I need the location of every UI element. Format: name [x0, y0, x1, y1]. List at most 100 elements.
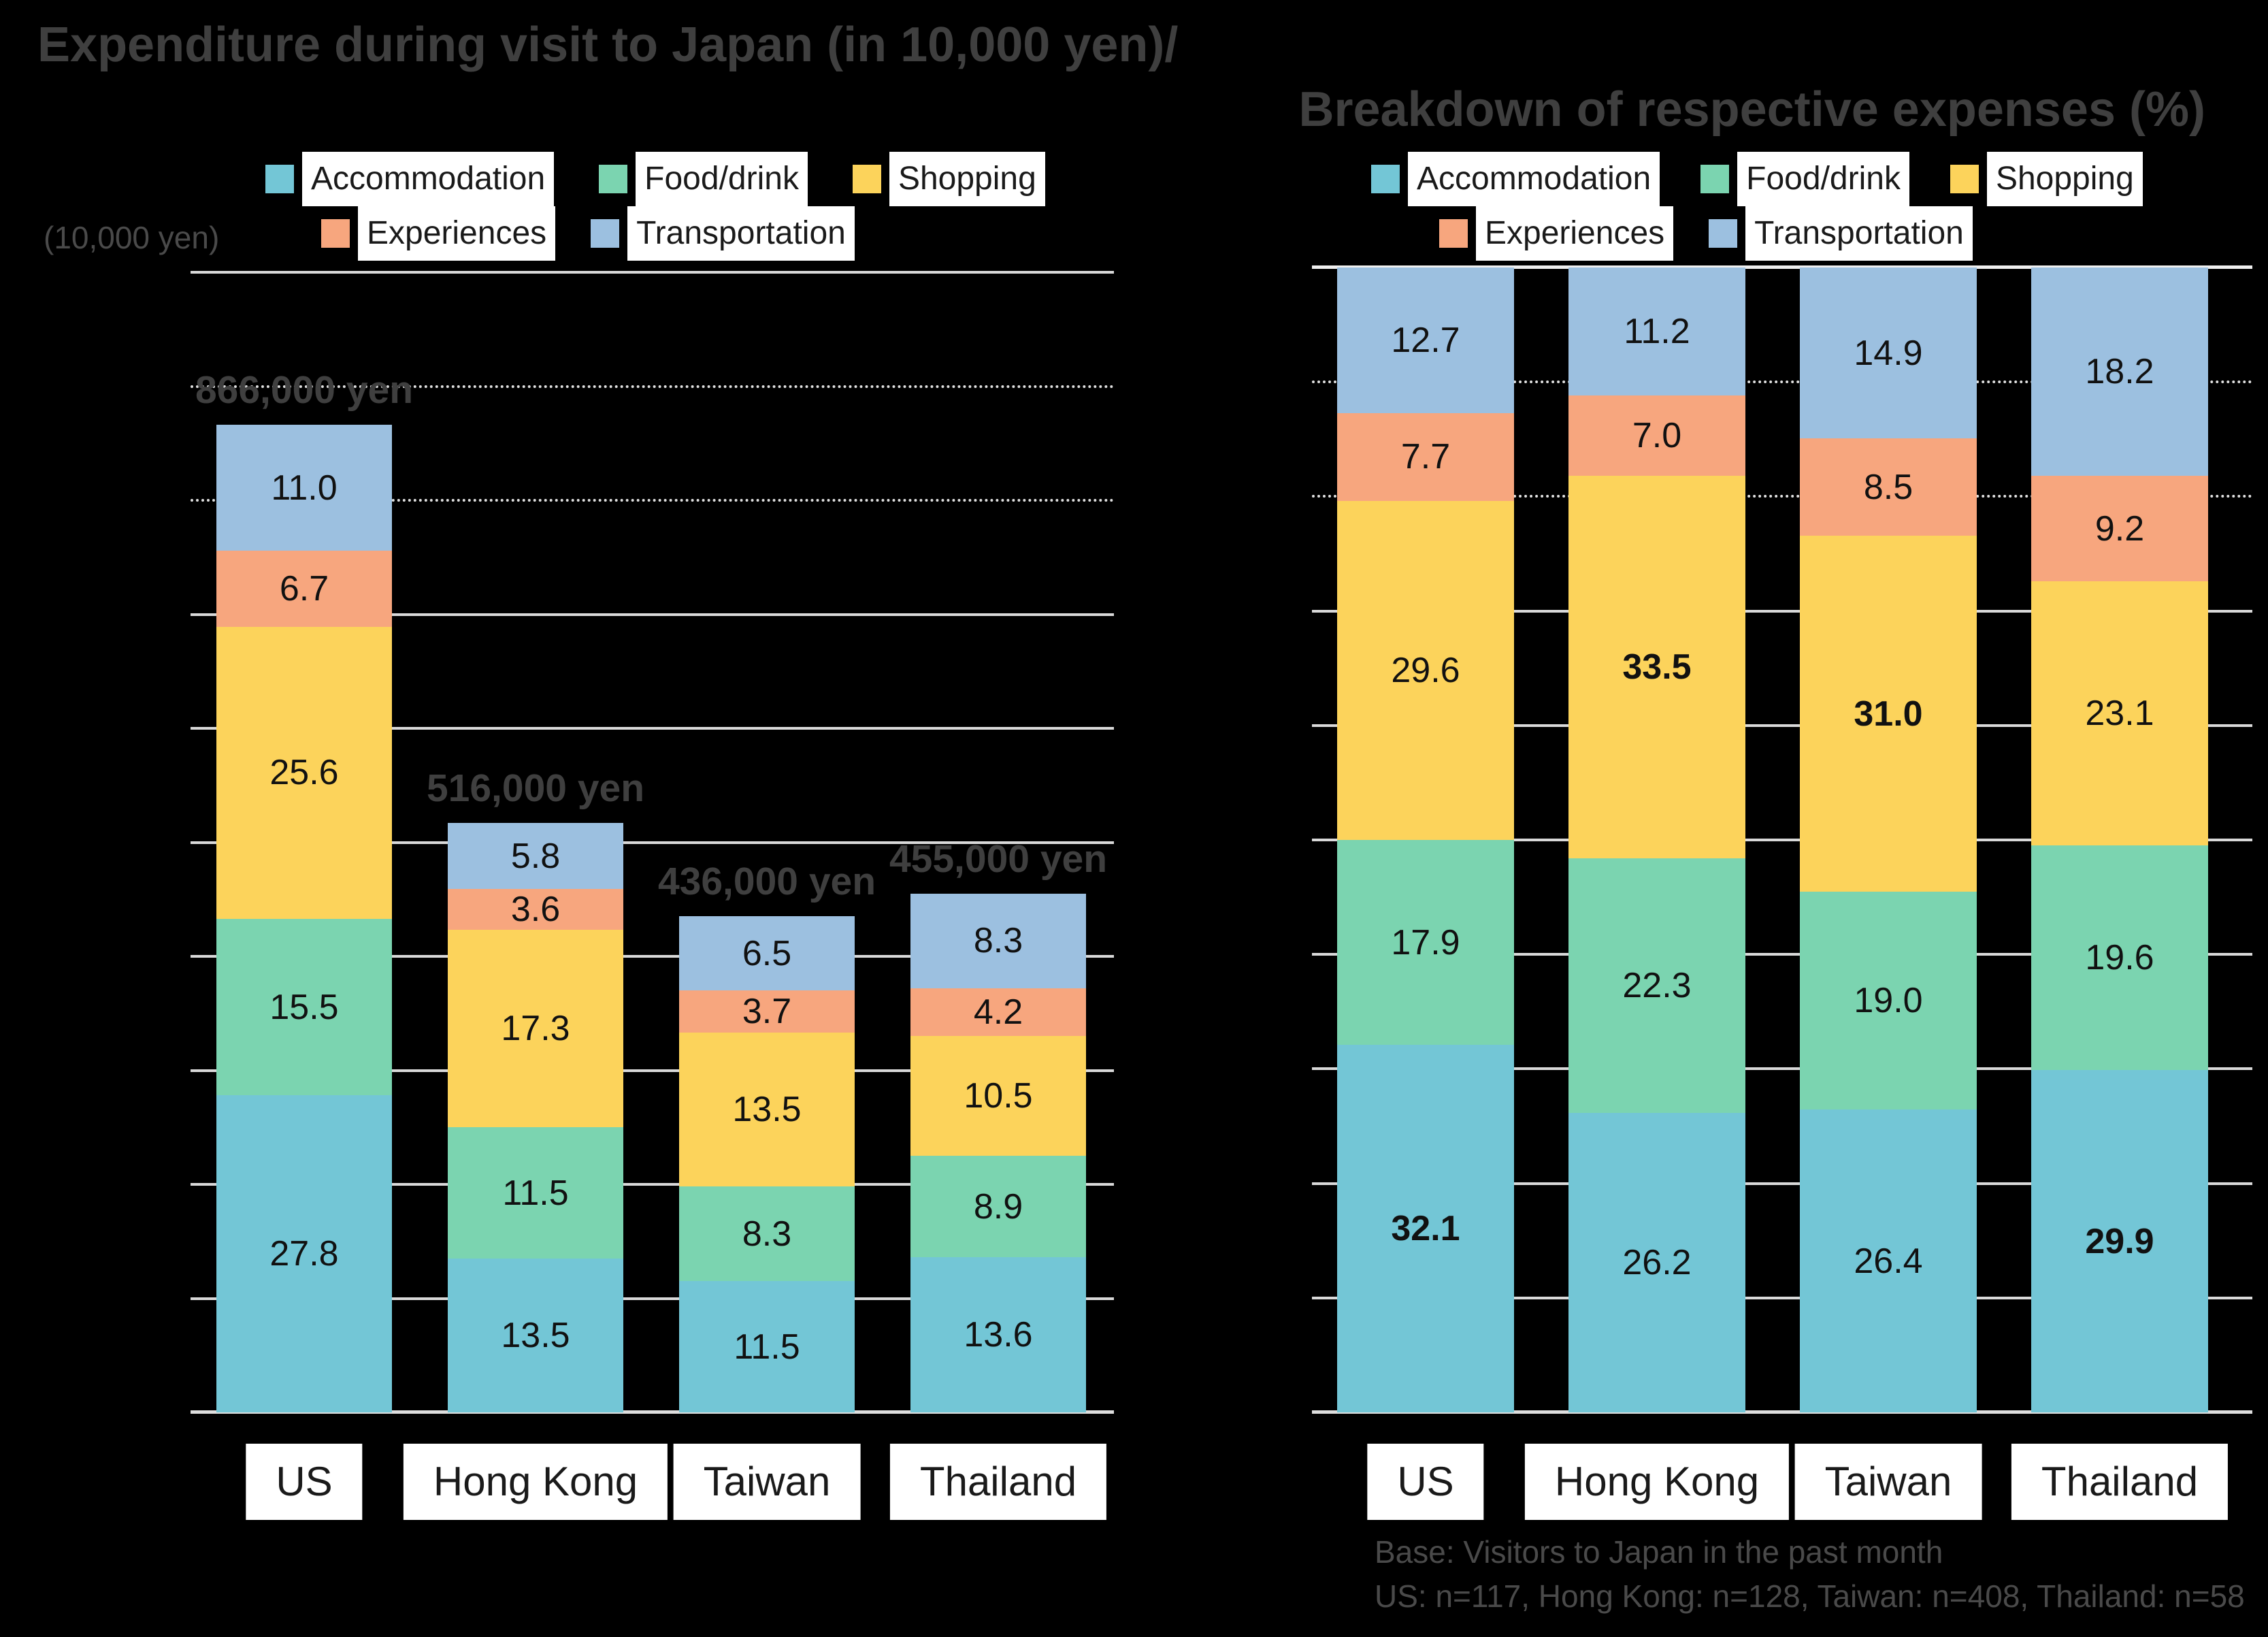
category-label-taiwan: Taiwan — [1794, 1444, 1982, 1520]
gridline-10 — [1312, 1296, 2252, 1299]
food-drink-segment: 11.5 — [448, 1127, 623, 1259]
segment-value-label: 9.2 — [2094, 508, 2145, 549]
segment-value-label: 26.4 — [1854, 1241, 1923, 1281]
category-label-thailand: Thailand — [2011, 1444, 2229, 1520]
legend-item-transportation: Transportation — [591, 206, 855, 261]
legend-row-2: Experiences Transportation — [1439, 206, 1973, 261]
bar-thailand: 13.6 8.9 10.5 4.2 8.3 — [910, 893, 1086, 1412]
segment-value-label: 8.3 — [742, 1214, 792, 1254]
gridline-70 — [191, 613, 1114, 616]
food-drink-swatch-icon — [1700, 165, 1730, 193]
gridline-40 — [1312, 953, 2252, 956]
segment-value-label: 8.9 — [973, 1186, 1023, 1227]
legend-item-experiences: Experiences — [321, 206, 556, 261]
footer-line2: US: n=117, Hong Kong: n=128, Taiwan: n=4… — [1375, 1578, 2245, 1615]
shopping-swatch-icon — [852, 165, 881, 193]
segment-value-label: 26.2 — [1622, 1243, 1692, 1283]
experiences-segment: 7.7 — [1337, 412, 1514, 502]
experiences-swatch-icon — [321, 219, 350, 248]
segment-value-label: 19.6 — [2085, 938, 2154, 978]
gridline-50 — [1312, 839, 2252, 841]
segment-value-label: 18.2 — [2085, 352, 2154, 392]
legend-label-experiences: Experiences — [1476, 206, 1674, 261]
legend-item-shopping: Shopping — [1950, 152, 2143, 206]
category-label-hong-kong: Hong Kong — [1524, 1444, 1790, 1520]
gridline-0 — [191, 1410, 1114, 1414]
segment-value-label: 17.9 — [1391, 922, 1460, 962]
segment-value-label: 3.6 — [510, 890, 561, 930]
bar-hong-kong: 13.5 11.5 17.3 3.6 5.8 — [448, 823, 623, 1412]
segment-value-label: 14.9 — [1854, 333, 1923, 373]
gridline-70 — [1312, 609, 2252, 613]
gridline-80 — [1312, 495, 2252, 498]
shopping-segment: 17.3 — [448, 930, 623, 1128]
segment-value-label: 17.3 — [501, 1009, 570, 1049]
segment-value-label: 32.1 — [1391, 1209, 1460, 1249]
transportation-segment: 18.2 — [2031, 268, 2208, 476]
segment-value-label: 31.0 — [1854, 694, 1923, 734]
gridline-10 — [191, 1297, 1114, 1300]
transportation-segment: 14.9 — [1800, 268, 1977, 439]
category-label-taiwan: Taiwan — [673, 1444, 861, 1520]
bar-hong-kong: 26.2 22.3 33.5 7.0 11.2 — [1568, 268, 1745, 1412]
gridline-20 — [191, 1183, 1114, 1186]
accommodation-segment: 27.8 — [216, 1095, 392, 1412]
legend-label-food-drink: Food/drink — [1737, 152, 1909, 206]
food-drink-segment: 22.3 — [1568, 858, 1745, 1114]
segment-value-label: 4.2 — [973, 992, 1023, 1033]
transportation-swatch-icon — [591, 219, 620, 248]
gridline-100 — [1312, 265, 2252, 269]
experiences-segment: 8.5 — [1800, 438, 1977, 536]
segment-value-label: 3.7 — [742, 992, 792, 1032]
segment-value-label: 33.5 — [1622, 647, 1692, 687]
legend-label-experiences: Experiences — [358, 206, 556, 261]
legend-item-transportation: Transportation — [1709, 206, 1973, 261]
accommodation-segment: 13.5 — [448, 1258, 623, 1412]
legend-label-shopping: Shopping — [889, 152, 1045, 206]
segment-value-label: 11.0 — [271, 468, 338, 508]
legend-item-shopping: Shopping — [852, 152, 1045, 206]
segment-value-label: 13.6 — [964, 1315, 1033, 1355]
legend-item-experiences: Experiences — [1439, 206, 1674, 261]
segment-value-label: 19.0 — [1854, 980, 1923, 1020]
page-title-line1: Expenditure during visit to Japan (in 10… — [37, 18, 1179, 72]
legend-label-accommodation: Accommodation — [1408, 152, 1660, 206]
segment-value-label: 6.5 — [742, 933, 792, 973]
segment-value-label: 6.7 — [279, 568, 329, 609]
gridline-50 — [191, 841, 1114, 844]
shopping-segment: 33.5 — [1568, 475, 1745, 858]
transportation-swatch-icon — [1709, 219, 1738, 248]
segment-value-label: 7.0 — [1632, 415, 1682, 455]
bar-total-label: 455,000 yen — [889, 837, 1108, 881]
experiences-segment: 6.7 — [216, 550, 392, 627]
y-axis-unit-label: (10,000 yen) — [44, 220, 220, 255]
category-label-us: US — [246, 1444, 363, 1520]
shopping-segment: 31.0 — [1800, 536, 1977, 892]
segment-value-label: 27.8 — [269, 1234, 339, 1274]
legend-row-1: Accommodation Food/drink Shopping — [1371, 152, 2143, 206]
transportation-segment: 8.3 — [910, 893, 1086, 988]
gridline-40 — [191, 955, 1114, 958]
page-title-line2: Breakdown of respective expenses (%) — [1298, 82, 2206, 137]
bar-taiwan: 26.4 19.0 31.0 8.5 14.9 — [1800, 268, 1977, 1412]
gridline-60 — [191, 727, 1114, 730]
bar-total-label: 866,000 yen — [195, 368, 414, 412]
shopping-segment: 25.6 — [216, 626, 392, 919]
gridline-90 — [191, 385, 1114, 388]
transportation-segment: 11.0 — [216, 425, 392, 551]
bar-taiwan: 11.5 8.3 13.5 3.7 6.5 — [679, 916, 855, 1412]
experiences-swatch-icon — [1439, 219, 1468, 248]
food-drink-segment: 17.9 — [1337, 840, 1514, 1046]
bar-us: 32.1 17.9 29.6 7.7 12.7 — [1337, 268, 1514, 1412]
shopping-segment: 10.5 — [910, 1036, 1086, 1156]
segment-value-label: 11.5 — [502, 1173, 569, 1213]
experiences-segment: 4.2 — [910, 988, 1086, 1037]
segment-value-label: 23.1 — [2085, 694, 2154, 734]
segment-value-label: 13.5 — [501, 1315, 570, 1355]
experiences-segment: 9.2 — [2031, 476, 2208, 581]
transportation-segment: 11.2 — [1568, 268, 1745, 396]
shopping-swatch-icon — [1950, 165, 1979, 193]
gridline-100 — [191, 271, 1114, 274]
